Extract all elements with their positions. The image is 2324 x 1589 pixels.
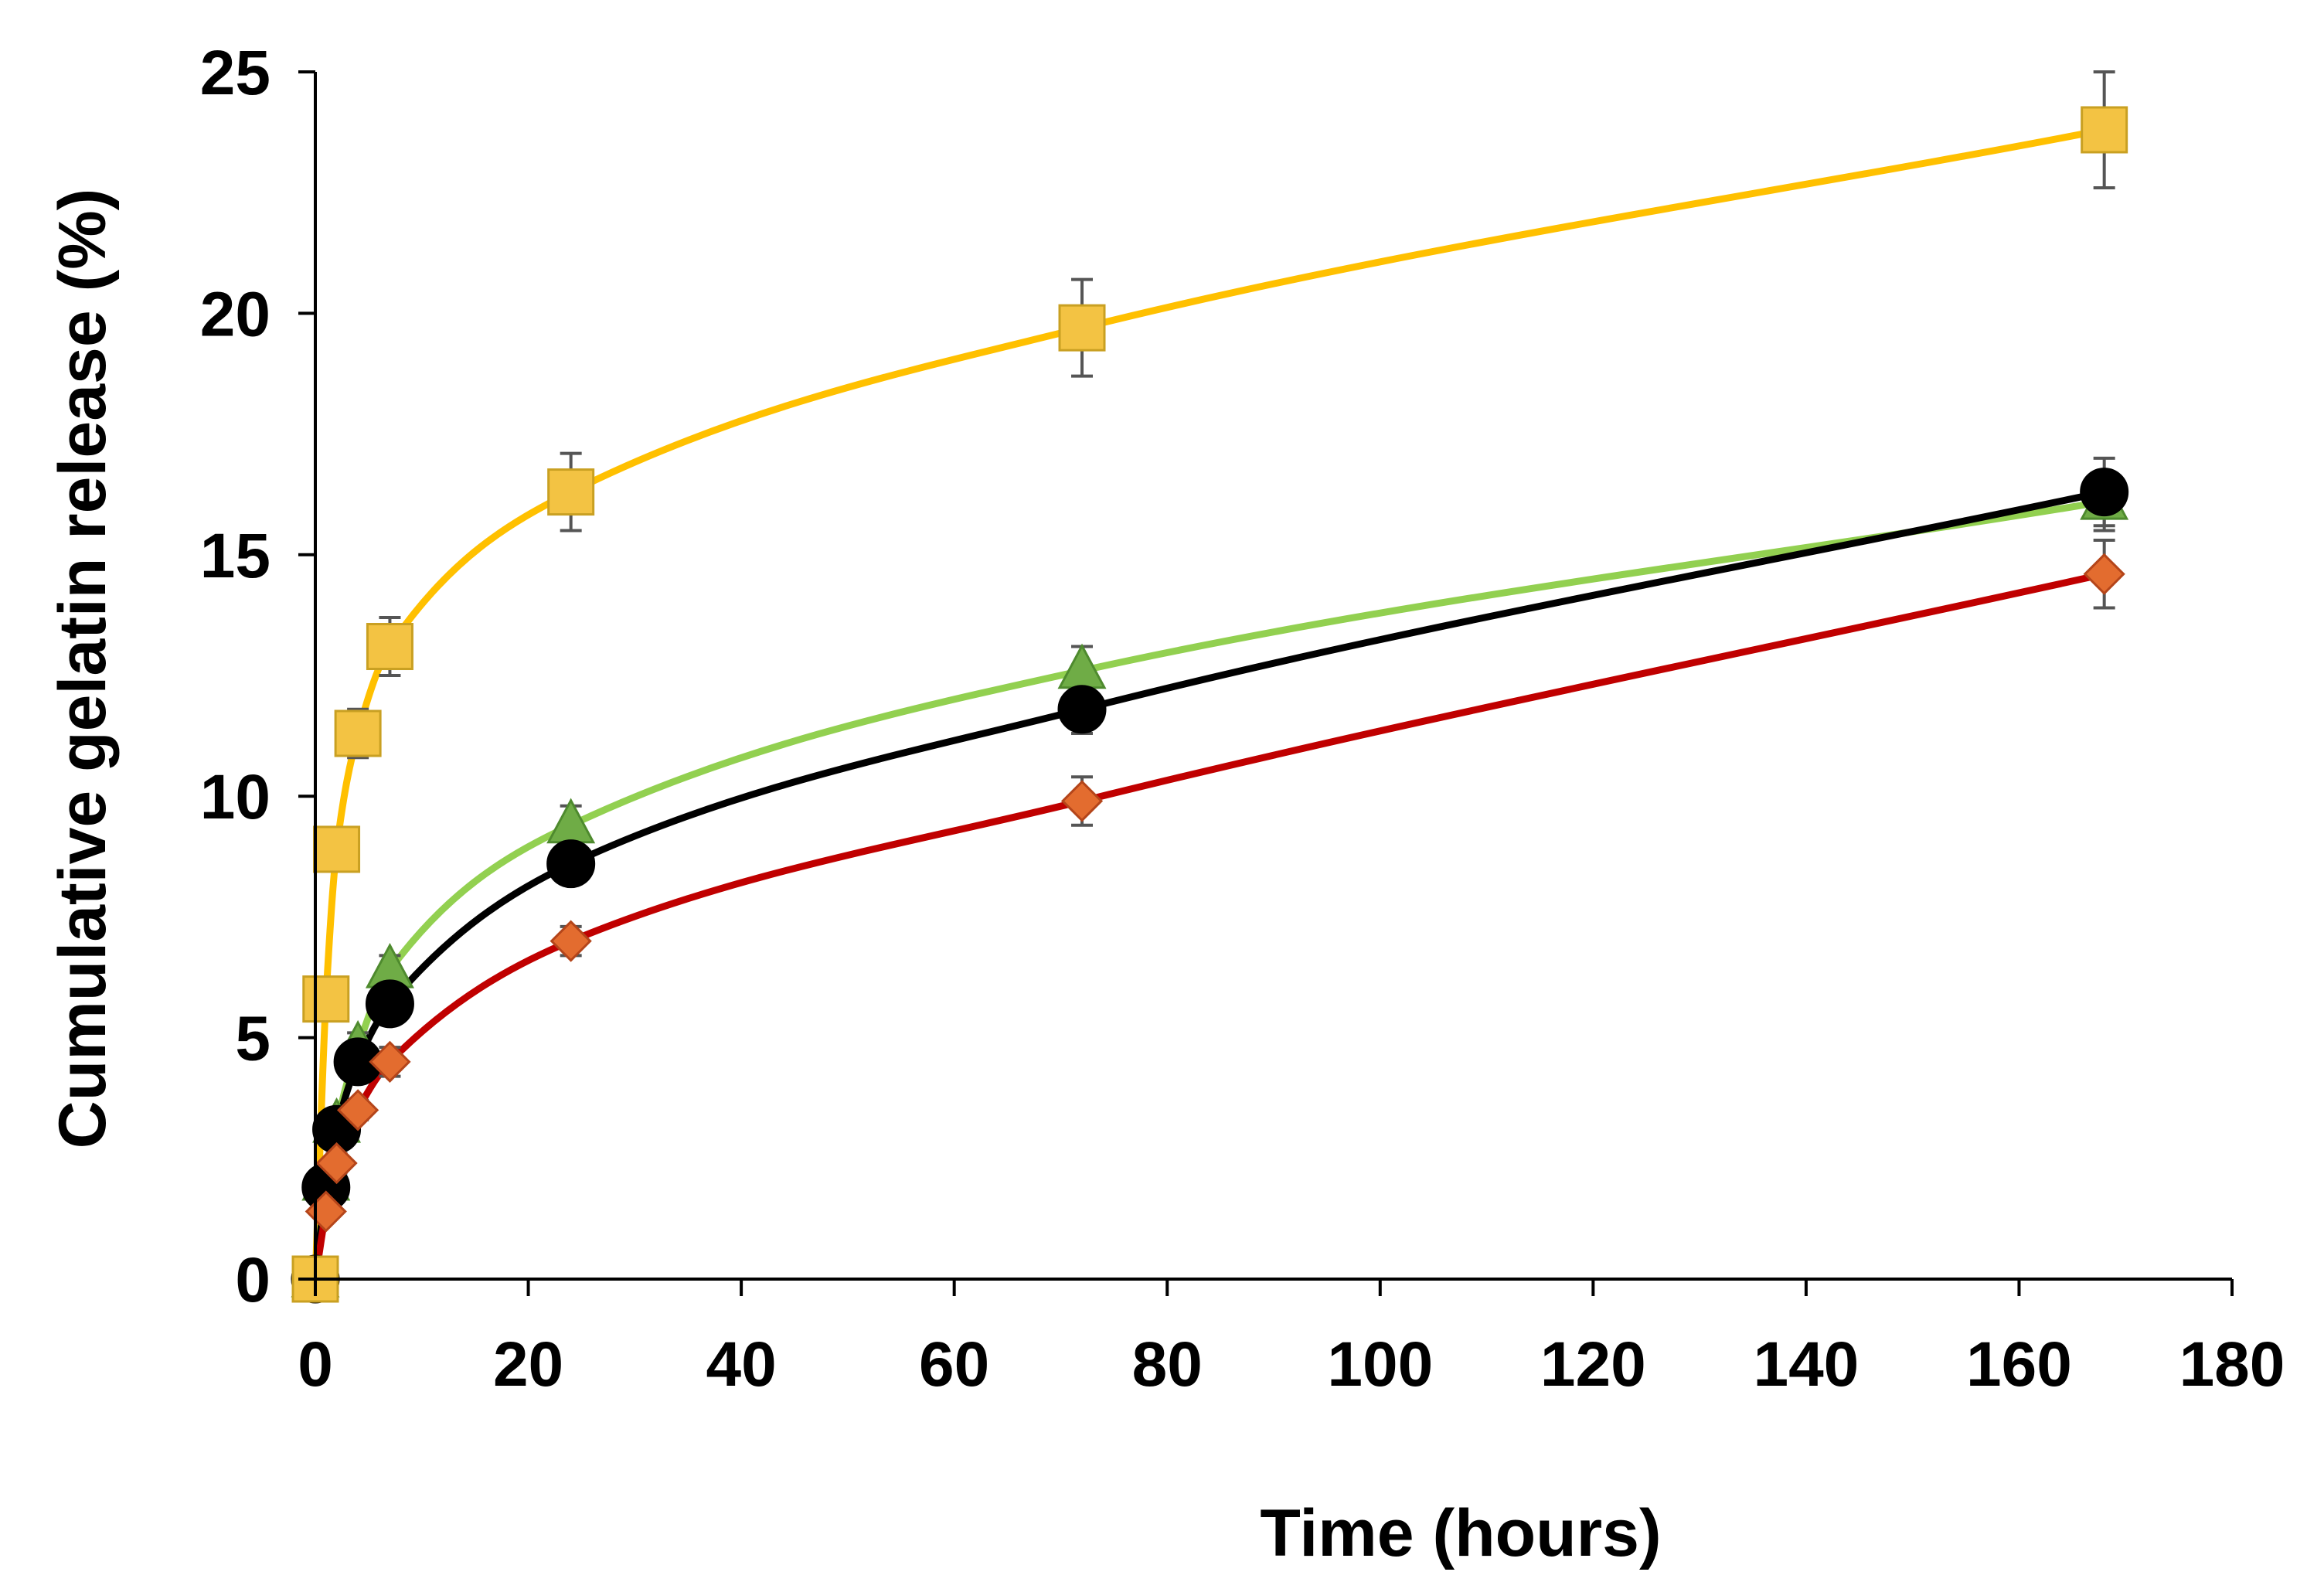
black-circles-point	[546, 839, 596, 889]
y-tick-label: 15	[200, 521, 271, 591]
yellow-squares-point	[302, 975, 350, 1023]
x-ticks: 0 20 40 60 80 100 120 140 160 180	[298, 1279, 2285, 1400]
green-triangles-line	[311, 498, 2108, 1283]
yellow-squares-point	[1058, 304, 1106, 352]
x-axis-title: Time (hours)	[1260, 1496, 1661, 1570]
y-axis-title: Cumulative gelatin release (%)	[46, 189, 120, 1149]
red-diamonds-point	[315, 1142, 358, 1185]
x-tick-label: 40	[706, 1329, 777, 1400]
x-tick-label: 140	[1753, 1329, 1859, 1400]
black-circles-point	[2080, 468, 2129, 517]
x-tick-label: 60	[919, 1329, 989, 1400]
red-diamonds-point	[550, 920, 592, 962]
axes	[314, 72, 2232, 1281]
x-tick-label: 20	[493, 1329, 563, 1400]
yellow-squares-point	[366, 623, 413, 671]
red-diamonds-point	[336, 1089, 379, 1131]
yellow-squares-point	[547, 468, 595, 516]
series-markers	[291, 106, 2129, 1304]
x-tick-label: 80	[1132, 1329, 1203, 1400]
red-diamonds-point	[2083, 553, 2125, 595]
black-circles-line	[311, 488, 2108, 1283]
x-tick-label: 0	[298, 1329, 333, 1400]
x-tick-label: 100	[1327, 1329, 1433, 1400]
yellow-squares-line	[311, 126, 2108, 1283]
yellow-squares-point	[2081, 106, 2128, 154]
y-tick-label: 0	[235, 1245, 271, 1315]
black-circles-point	[1057, 685, 1107, 734]
yellow-squares-point	[334, 709, 382, 757]
series-curves	[311, 126, 2108, 1283]
red-diamonds-point	[369, 1040, 411, 1083]
yellow-squares-point	[313, 825, 361, 873]
black-circles-point	[365, 979, 414, 1029]
x-tick-label: 180	[2179, 1329, 2285, 1400]
red-diamonds-point	[1060, 780, 1104, 822]
y-ticks: 0 5 10 15 20 25	[200, 38, 315, 1315]
x-tick-label: 160	[1966, 1329, 2072, 1400]
y-tick-label: 20	[200, 279, 271, 349]
y-tick-label: 5	[235, 1004, 271, 1074]
y-tick-label: 10	[200, 762, 271, 832]
x-tick-label: 120	[1540, 1329, 1646, 1400]
y-tick-label: 25	[200, 38, 271, 108]
